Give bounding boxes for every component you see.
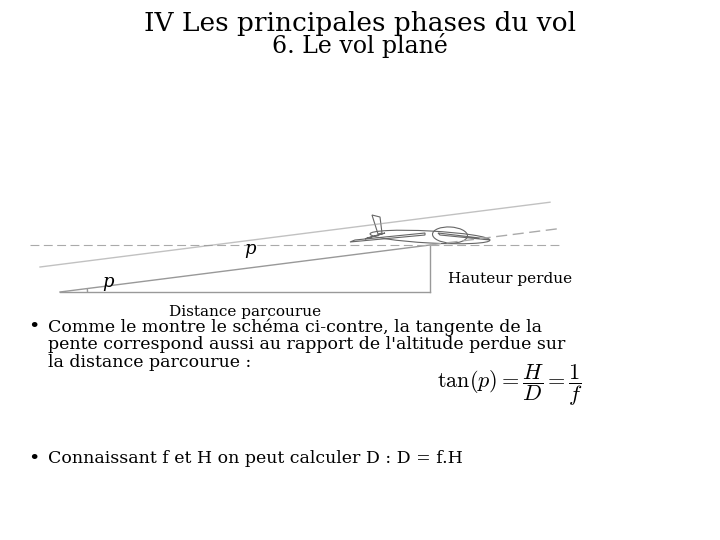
Text: Distance parcourue: Distance parcourue <box>169 305 321 319</box>
Text: •: • <box>28 318 40 336</box>
Text: p: p <box>102 273 114 291</box>
Text: IV Les principales phases du vol: IV Les principales phases du vol <box>144 10 576 36</box>
Text: Connaissant f et H on peut calculer D : D = f.H: Connaissant f et H on peut calculer D : … <box>48 450 463 467</box>
Text: Comme le montre le schéma ci-contre, la tangente de la: Comme le montre le schéma ci-contre, la … <box>48 318 542 335</box>
Text: $\mathrm{tan}(p) = \dfrac{H}{D} = \dfrac{1}{f}$: $\mathrm{tan}(p) = \dfrac{H}{D} = \dfrac… <box>437 362 583 408</box>
Text: •: • <box>28 450 40 468</box>
Text: pente correspond aussi au rapport de l'altitude perdue sur: pente correspond aussi au rapport de l'a… <box>48 336 565 353</box>
Text: p: p <box>244 240 256 258</box>
Text: Hauteur perdue: Hauteur perdue <box>448 272 572 286</box>
Text: la distance parcourue :: la distance parcourue : <box>48 354 251 371</box>
Text: 6. Le vol plané: 6. Le vol plané <box>272 32 448 57</box>
